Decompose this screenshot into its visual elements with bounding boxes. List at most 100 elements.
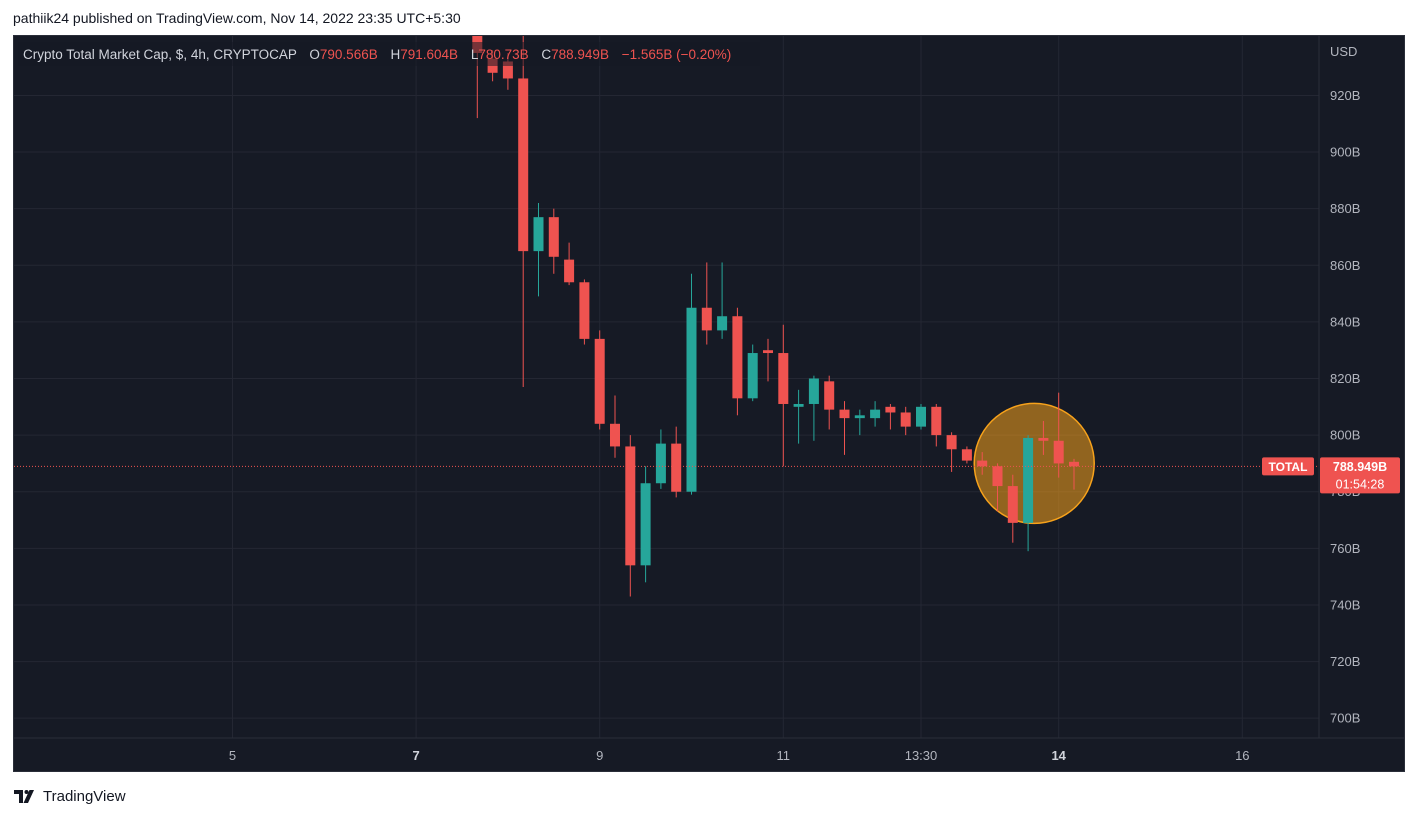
candle[interactable] [961,446,972,464]
time-tick-label: 7 [412,748,419,763]
candle[interactable] [1053,392,1064,478]
candle[interactable] [885,403,896,430]
candle[interactable] [548,208,559,274]
time-axis[interactable] [14,738,1405,772]
candle[interactable] [916,403,926,430]
price-tick-label: 760B [1330,541,1360,556]
candle[interactable] [686,273,697,495]
candle[interactable] [1023,435,1034,552]
candle[interactable] [564,242,575,286]
symbol-tag-background [1262,457,1314,476]
time-tick-label: 13:30 [905,748,938,763]
candle[interactable] [579,279,590,345]
candle-body [1023,437,1034,523]
currency-label: USD [1330,44,1357,59]
price-tick-labels: 920B900B880B860B840B820B800B780B760B740B… [1330,88,1360,726]
last-price-value: 788.949B [1333,460,1387,474]
candle[interactable] [671,426,682,498]
time-tick-label: 11 [777,748,791,763]
candle[interactable] [640,466,651,583]
last-price-badges: TOTAL 788.949B 01:54:28 [1262,457,1400,494]
candle[interactable] [977,452,988,475]
last-price-badge [1320,457,1400,494]
tradingview-logo-icon [14,790,34,803]
candle[interactable] [870,401,881,427]
candle[interactable] [655,429,666,489]
candles[interactable] [472,36,1079,597]
candle[interactable] [610,395,620,458]
candle[interactable] [900,406,911,436]
chart-background [14,36,1404,771]
candle-body [594,338,605,424]
price-tick-label: 820B [1330,371,1360,386]
tradingview-brand[interactable]: TradingView [43,787,126,805]
candle[interactable] [839,401,850,455]
candle-body [992,466,1003,487]
candle[interactable] [625,435,636,597]
candlestick-chart[interactable]: USD 920B900B880B860B840B820B800B780B760B… [14,36,1405,772]
candle[interactable] [747,344,758,402]
candle-body [671,443,682,492]
candle[interactable] [763,338,773,382]
price-tick-label: 920B [1330,88,1360,103]
candle-body [717,316,728,331]
chart-frame[interactable]: USD 920B900B880B860B840B820B800B780B760B… [13,35,1405,772]
candle-body [548,217,559,257]
high-value: 791.604B [400,47,458,62]
candle-body [870,409,881,419]
highlight-layer [973,402,1095,525]
low-label: L [471,47,479,62]
candle-body [900,412,911,427]
candle-body [885,406,896,413]
low-value: 780.73B [478,47,528,62]
price-tick-label: 860B [1330,258,1360,273]
candle-body [808,378,819,404]
symbol-description: Crypto Total Market Cap, $, 4h, CRYPTOCA… [23,47,297,62]
candle-body [977,460,988,467]
candle[interactable] [992,463,1003,512]
candle[interactable] [1038,420,1049,455]
candle-body [839,409,850,419]
candle[interactable] [594,330,605,430]
candle-body [625,446,636,566]
candle[interactable] [533,203,544,297]
candle-body [916,406,926,427]
candle[interactable] [808,375,819,441]
candle[interactable] [824,375,835,430]
time-tick-label: 9 [596,748,603,763]
time-tick-label: 14 [1051,748,1066,763]
candle-body [763,350,773,354]
candle-body [1007,486,1018,523]
candle-body [931,406,942,436]
price-tick-label: 740B [1330,597,1360,612]
candle-body [579,282,590,339]
highlight-circle [973,402,1095,525]
price-tick-label: 800B [1330,428,1360,443]
candle-body [533,217,544,252]
candle-body [747,353,758,399]
candle[interactable] [518,36,529,387]
candle[interactable] [931,403,942,447]
price-axis[interactable] [1319,36,1405,772]
candle[interactable] [1069,458,1079,490]
candle[interactable] [732,307,743,416]
close-value: 788.949B [551,47,609,62]
high-label: H [390,47,400,62]
candle-body [793,403,804,407]
open-label: O [309,47,320,62]
candle[interactable] [946,432,957,472]
legend-backdrop [18,42,760,66]
candle[interactable] [701,262,712,345]
candle-body [686,307,697,492]
candle[interactable] [793,389,804,444]
candle-body [824,381,835,410]
bar-countdown: 01:54:28 [1336,477,1385,491]
time-tick-label: 5 [229,748,236,763]
candle[interactable] [854,409,865,436]
candle-body [564,259,575,283]
candle-body [518,78,529,252]
candle[interactable] [1007,474,1018,543]
candle[interactable] [717,262,728,339]
candle[interactable] [778,324,789,467]
time-tick-labels: 5 7 9 11 13:30 14 16 [229,748,1250,763]
